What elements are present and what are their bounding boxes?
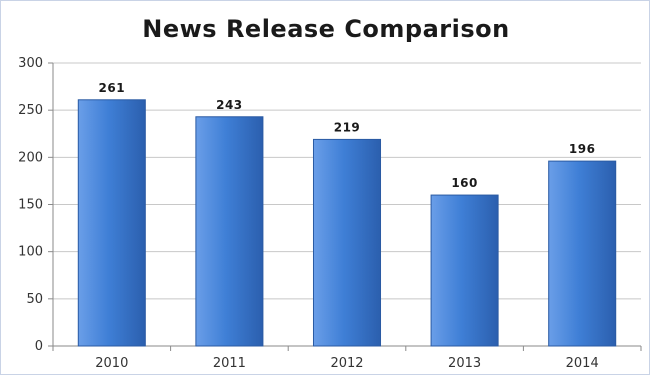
y-tick-label: 300 <box>18 56 43 71</box>
x-tick-label: 2014 <box>566 356 599 371</box>
y-tick-label: 50 <box>26 292 43 307</box>
y-tick-label: 100 <box>18 245 43 260</box>
bar-2013 <box>430 194 499 347</box>
bar-2011 <box>195 116 264 347</box>
y-tick-label: 250 <box>18 103 43 118</box>
bar-2014 <box>548 160 617 347</box>
bar-2012 <box>312 138 382 347</box>
data-label: 261 <box>99 81 126 95</box>
labels: 0 50 100 150 200 250 300 261 2010 243 2011 219 2012 1… <box>18 56 599 371</box>
y-tick-label: 150 <box>18 198 43 213</box>
data-label: 196 <box>569 142 596 156</box>
data-label: 160 <box>451 176 478 190</box>
y-tick-label: 200 <box>18 150 43 165</box>
chart-title: News Release Comparison <box>142 15 510 43</box>
data-label: 243 <box>216 98 243 112</box>
x-tick-label: 2013 <box>448 356 481 371</box>
bars <box>77 99 617 347</box>
x-tick-label: 2010 <box>95 356 128 371</box>
x-tick-label: 2011 <box>213 356 246 371</box>
x-tick-label: 2012 <box>330 356 363 371</box>
data-label: 219 <box>334 120 361 134</box>
y-tick-label: 0 <box>35 339 43 354</box>
bar-2010 <box>77 99 146 347</box>
